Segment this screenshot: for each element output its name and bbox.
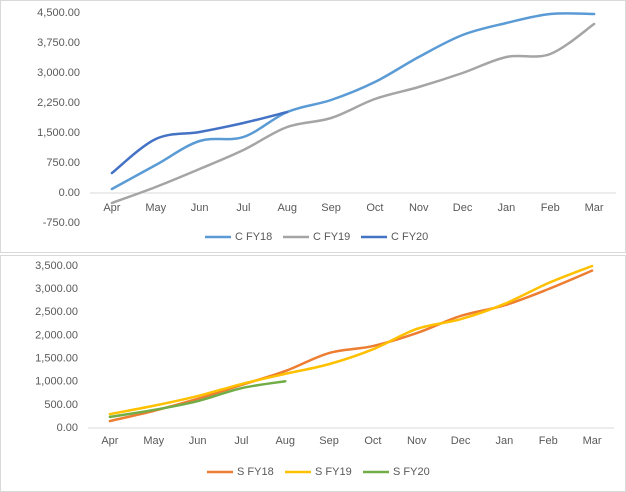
x-tick-label: Nov — [407, 435, 427, 447]
x-tick-label: Oct — [366, 202, 383, 214]
legend-label: C FY18 — [235, 231, 272, 243]
x-tick-label: Jul — [234, 435, 248, 447]
x-tick-label: May — [143, 435, 164, 447]
series-line — [110, 22, 596, 205]
y-tick-label: 500.00 — [44, 399, 78, 411]
legend-label: C FY19 — [313, 231, 350, 243]
x-tick-label: Sep — [319, 435, 339, 447]
x-tick-label: May — [145, 202, 166, 214]
y-tick-label: 0.00 — [59, 187, 80, 199]
y-tick-label: 3,500.00 — [35, 260, 78, 272]
x-tick-label: Dec — [451, 435, 471, 447]
y-tick-label: 1,500.00 — [35, 352, 78, 364]
x-tick-label: Apr — [101, 435, 118, 447]
y-tick-label: 1,000.00 — [35, 376, 78, 388]
series-line — [110, 110, 289, 175]
panel — [0, 0, 626, 253]
x-tick-label: Nov — [409, 202, 429, 214]
x-tick-label: Mar — [583, 435, 602, 447]
y-tick-label: 2,250.00 — [37, 97, 80, 109]
series-line — [108, 269, 594, 423]
x-tick-label: Jan — [496, 435, 514, 447]
x-tick-label: Oct — [364, 435, 381, 447]
y-tick-label: 3,750.00 — [37, 37, 80, 49]
x-tick-label: Sep — [321, 202, 341, 214]
y-tick-label: 0.00 — [57, 422, 78, 434]
y-tick-label: 3,000.00 — [37, 67, 80, 79]
x-tick-label: Jan — [498, 202, 516, 214]
y-tick-label: 750.00 — [46, 157, 80, 169]
legend-label: S FY20 — [393, 466, 430, 478]
x-tick-label: Mar — [585, 202, 604, 214]
x-tick-label: Jun — [189, 435, 207, 447]
legend-label: S FY19 — [315, 466, 352, 478]
y-tick-label: 3,000.00 — [35, 283, 78, 295]
y-tick-label: 2,500.00 — [35, 306, 78, 318]
y-tick-label: 2,000.00 — [35, 329, 78, 341]
x-tick-label: Aug — [277, 202, 297, 214]
x-tick-label: Aug — [275, 435, 295, 447]
x-tick-label: Jun — [191, 202, 209, 214]
legend-label: S FY18 — [237, 466, 274, 478]
x-tick-label: Feb — [539, 435, 558, 447]
x-tick-label: Jul — [236, 202, 250, 214]
series-line — [108, 380, 287, 419]
legend-label: C FY20 — [391, 231, 428, 243]
series-line — [108, 264, 594, 416]
y-tick-label: 1,500.00 — [37, 127, 80, 139]
y-tick-label: 4,500.00 — [37, 7, 80, 19]
x-tick-label: Apr — [103, 202, 120, 214]
y-tick-label: -750.00 — [43, 217, 80, 229]
series-line — [110, 12, 596, 191]
x-tick-label: Dec — [453, 202, 473, 214]
x-tick-label: Feb — [541, 202, 560, 214]
